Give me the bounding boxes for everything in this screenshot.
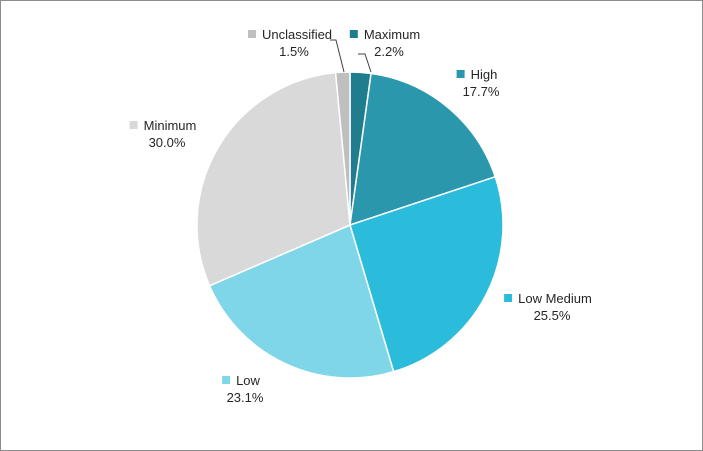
legend-key-low <box>222 376 231 384</box>
legend-key-minimum <box>129 121 138 129</box>
leader-line-maximum <box>358 53 372 73</box>
pie-slices <box>196 71 504 379</box>
data-label-name-maximum: Maximum <box>364 27 420 42</box>
data-label-value-low-medium: 25.5% <box>534 308 571 323</box>
pie-slice-low <box>208 223 395 379</box>
leader-line-unclassified <box>330 39 345 73</box>
data-label-name-low: Low <box>236 373 260 388</box>
legend-key-unclassified <box>248 30 256 38</box>
pie-slice-unclassified <box>334 71 351 226</box>
legend-key-maximum <box>349 30 358 38</box>
pie-slice-low-medium <box>349 175 504 373</box>
data-label-name-minimum: Minimum <box>144 118 197 133</box>
pie-slice-minimum <box>196 71 351 287</box>
legend-key-low-medium <box>504 294 513 302</box>
legend-key-high <box>456 70 465 78</box>
data-label-value-low: 23.1% <box>227 390 264 405</box>
data-label-value-maximum: 2.2% <box>374 44 404 59</box>
data-label-value-unclassified: 1.5% <box>279 44 309 59</box>
leader-lines <box>330 39 372 73</box>
data-labels: Maximum 2.2% High 17.7% Low Medium 25.5% Low 23… <box>129 27 592 405</box>
data-label-name-high: High <box>471 67 498 82</box>
data-label-name-low-medium: Low Medium <box>518 291 592 306</box>
data-label-name-unclassified: Unclassified <box>262 27 332 42</box>
data-label-value-high: 17.7% <box>463 84 500 99</box>
data-label-value-minimum: 30.0% <box>149 135 186 150</box>
pie-slice-high <box>349 72 497 227</box>
